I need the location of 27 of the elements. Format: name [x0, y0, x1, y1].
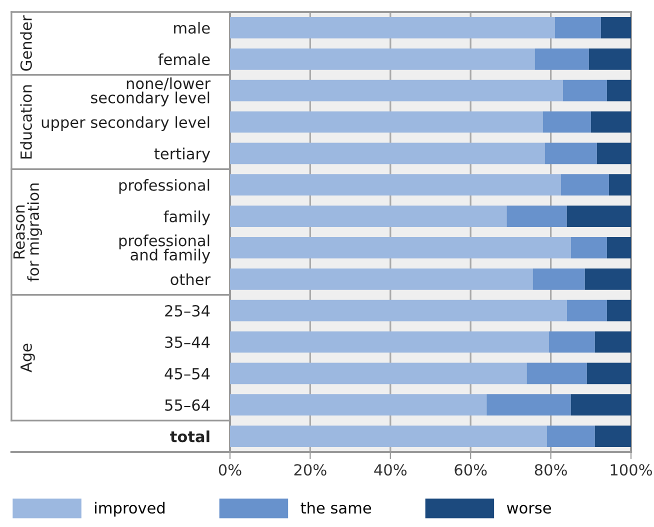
y-tick-label: 35–44 — [165, 336, 210, 348]
y-tick-label: 25–34 — [165, 305, 210, 317]
x-tick-label: 80% — [534, 464, 567, 476]
y-tick-label: family — [164, 210, 210, 226]
y-tick-label: female — [158, 53, 210, 66]
y-tick-label: other — [170, 273, 211, 286]
x-tick-label: 20% — [294, 464, 326, 476]
x-tick-label: 0% — [218, 464, 242, 476]
text: Education — [20, 85, 32, 159]
y-tick-label: 55–64 — [165, 399, 210, 411]
y-tick-label: total — [170, 430, 210, 442]
text: Gender — [20, 15, 32, 71]
text: Age — [20, 344, 35, 372]
y-tick-label: professional and family — [119, 234, 210, 264]
y-tick-label: 45–54 — [164, 368, 210, 380]
y-tick-label: upper secondary level — [42, 116, 210, 131]
y-tick-label: professional — [119, 179, 210, 194]
y-tick-label: none/lower secondary level — [91, 77, 211, 106]
legend-label: worse — [506, 504, 551, 514]
y-tick-label: tertiary — [154, 148, 210, 162]
text: Reason for migration — [13, 184, 42, 282]
x-tick-label: 100% — [610, 464, 652, 476]
x-tick-label: 40% — [374, 464, 407, 476]
y-tick-label: male — [174, 22, 210, 34]
x-tick-label: 60% — [454, 464, 487, 476]
legend-label: the same — [300, 502, 372, 514]
legend-label: improved — [95, 502, 164, 517]
